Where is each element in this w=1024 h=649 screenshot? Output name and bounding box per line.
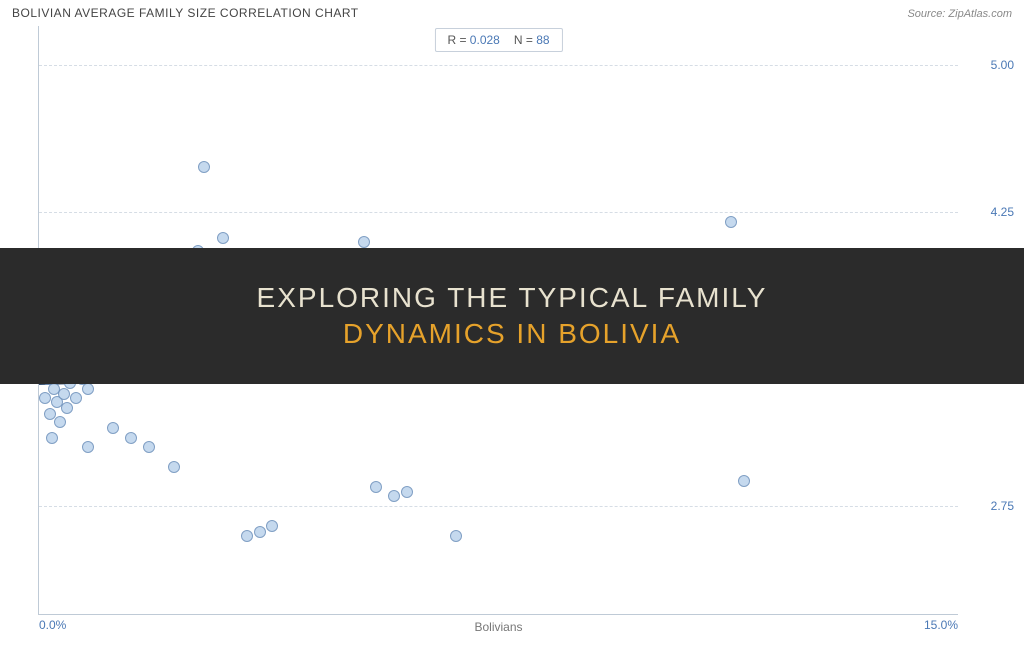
scatter-point: [358, 236, 370, 248]
scatter-point: [54, 416, 66, 428]
scatter-point: [401, 486, 413, 498]
scatter-point: [198, 161, 210, 173]
chart-header: BOLIVIAN AVERAGE FAMILY SIZE CORRELATION…: [0, 0, 1024, 24]
gridline-h: [39, 212, 958, 213]
gridline-h: [39, 506, 958, 507]
n-stat: N = 88: [514, 33, 550, 47]
scatter-point: [39, 392, 51, 404]
x-tick-label: 0.0%: [39, 618, 66, 632]
chart-title: BOLIVIAN AVERAGE FAMILY SIZE CORRELATION…: [12, 6, 359, 20]
chart-source: Source: ZipAtlas.com: [907, 8, 1012, 20]
scatter-point: [46, 432, 58, 444]
scatter-point: [738, 475, 750, 487]
scatter-point: [82, 383, 94, 395]
x-axis-label: Bolivians: [474, 620, 522, 634]
gridline-h: [39, 65, 958, 66]
scatter-point: [107, 422, 119, 434]
r-stat: R = 0.028: [447, 33, 499, 47]
overlay-line1: EXPLORING THE TYPICAL FAMILY: [257, 282, 768, 314]
scatter-point: [266, 520, 278, 532]
scatter-point: [58, 388, 70, 400]
overlay-line2: DYNAMICS IN BOLIVIA: [343, 318, 681, 350]
scatter-point: [725, 216, 737, 228]
scatter-point: [254, 526, 266, 538]
stats-box: R = 0.028 N = 88: [434, 28, 562, 52]
scatter-point: [143, 441, 155, 453]
scatter-point: [388, 490, 400, 502]
scatter-point: [82, 441, 94, 453]
scatter-point: [217, 232, 229, 244]
y-tick-label: 5.00: [962, 58, 1014, 72]
scatter-point: [61, 402, 73, 414]
scatter-point: [70, 392, 82, 404]
overlay-banner: EXPLORING THE TYPICAL FAMILY DYNAMICS IN…: [0, 248, 1024, 384]
scatter-point: [370, 481, 382, 493]
x-tick-label: 15.0%: [924, 618, 958, 632]
y-tick-label: 4.25: [962, 205, 1014, 219]
scatter-point: [168, 461, 180, 473]
scatter-point: [450, 530, 462, 542]
y-tick-label: 2.75: [962, 499, 1014, 513]
scatter-point: [125, 432, 137, 444]
scatter-point: [241, 530, 253, 542]
